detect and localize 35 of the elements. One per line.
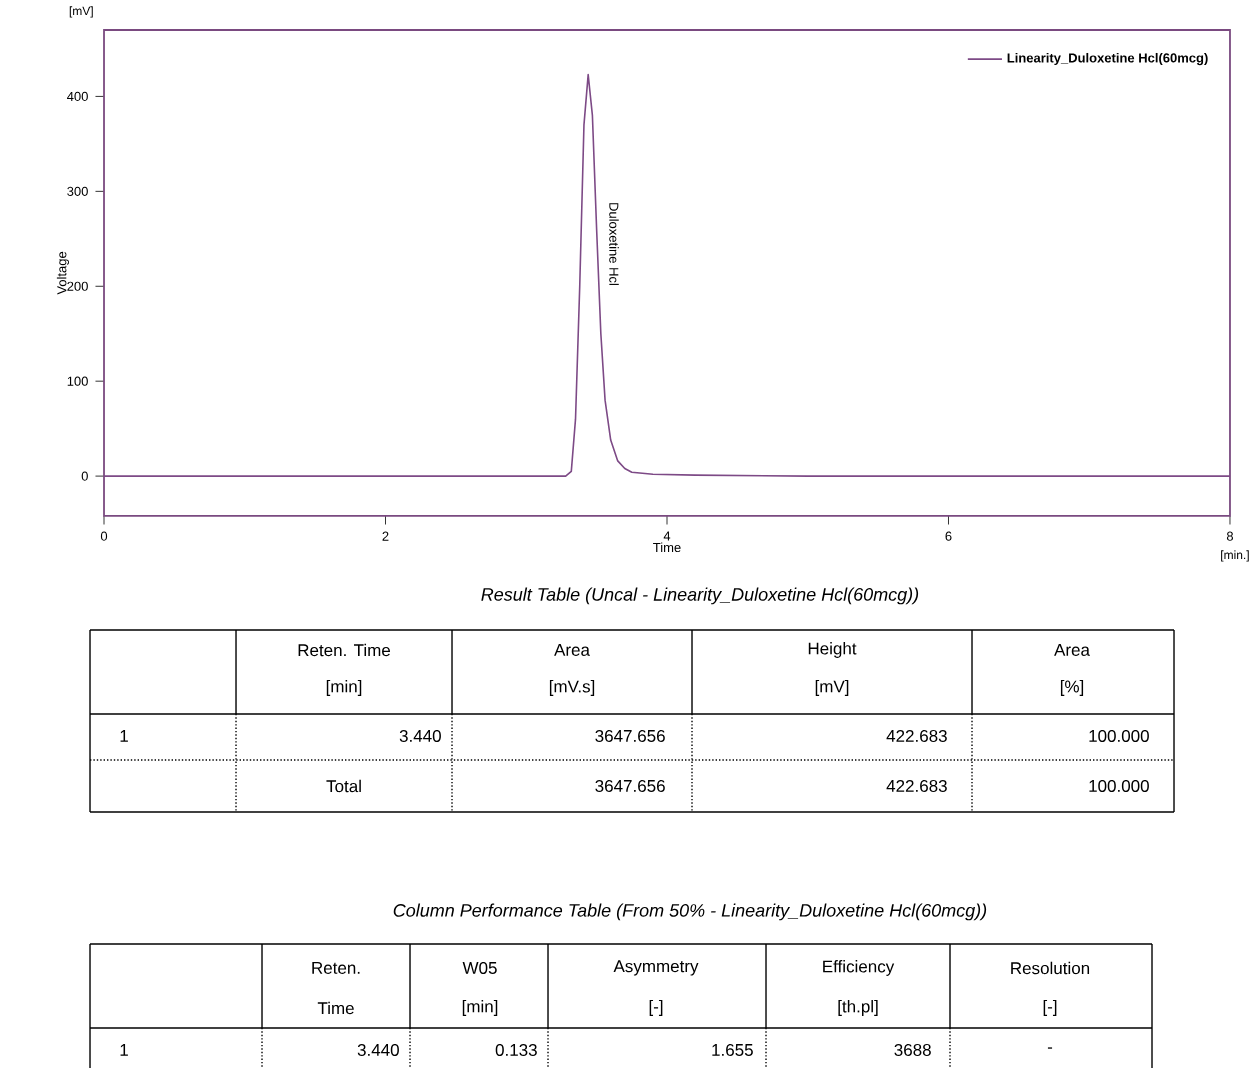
- text: [mV.s]: [549, 680, 595, 696]
- text: [-]: [1043, 1000, 1057, 1016]
- text: Time: [317, 1001, 354, 1015]
- text: [th.pl]: [838, 1000, 878, 1016]
- text: 422.683: [886, 779, 947, 792]
- text: Area: [1054, 644, 1090, 656]
- text: Reten. Time: [298, 643, 391, 657]
- text: 3688: [894, 1043, 931, 1056]
- text: [-]: [649, 1000, 663, 1016]
- text: 100.000: [1089, 729, 1149, 742]
- text: Total: [326, 779, 361, 793]
- text: 100.000: [1089, 779, 1149, 792]
- text: Result Table (Uncal - Linearity_Duloxetine Hcl(60mcg)): [481, 587, 919, 605]
- text: [%]: [1060, 680, 1084, 696]
- text: 422.683: [886, 729, 947, 742]
- text: [min]: [462, 1000, 498, 1016]
- text: 1: [120, 1044, 128, 1056]
- text: 1: [120, 730, 128, 742]
- text: 3647.656: [595, 729, 665, 742]
- text: Area: [554, 644, 590, 656]
- text: 0.133: [495, 1043, 537, 1056]
- text: 3.440: [357, 1043, 399, 1056]
- text: Asymmetry: [613, 960, 699, 976]
- text: [min]: [326, 680, 362, 696]
- text: W05: [462, 961, 497, 974]
- text: Height: [808, 642, 857, 658]
- text: 1.655: [712, 1043, 753, 1056]
- text: Efficiency: [823, 960, 895, 976]
- text: [mV]: [815, 680, 849, 696]
- text: Resolution: [1011, 961, 1090, 975]
- text: -: [1047, 1047, 1053, 1049]
- text: 3647.656: [595, 779, 665, 792]
- text: Column Performance Table (From 50% - Linearity_Duloxetine Hcl(60mcg)): [393, 903, 987, 921]
- text: 3.440: [399, 729, 441, 742]
- text: Reten.: [312, 962, 360, 974]
